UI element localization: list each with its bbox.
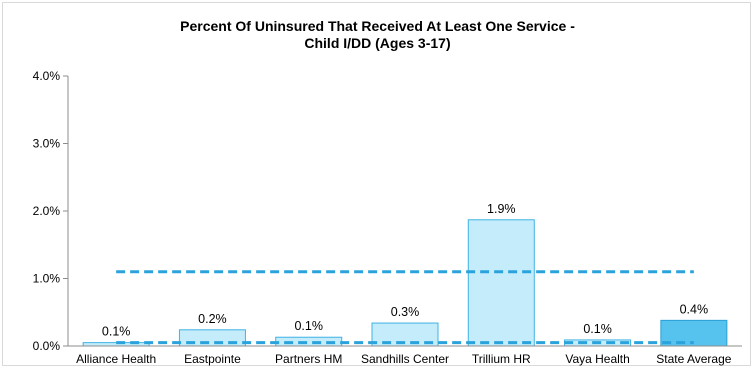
chart-title-line2: Child I/DD (Ages 3-17) bbox=[304, 35, 451, 51]
y-tick-label: 1.0% bbox=[33, 272, 61, 286]
y-tick-label: 2.0% bbox=[33, 204, 61, 218]
data-label: 0.3% bbox=[391, 305, 420, 319]
y-tick-label: 4.0% bbox=[33, 69, 61, 83]
bar bbox=[82, 342, 150, 347]
data-label: 1.9% bbox=[487, 202, 516, 216]
chart-title: Percent Of Uninsured That Received At Le… bbox=[0, 18, 755, 52]
x-tick-label: Partners HM bbox=[275, 352, 342, 366]
data-label: 0.4% bbox=[680, 302, 709, 316]
data-label: 0.2% bbox=[198, 312, 227, 326]
x-tick-label: Sandhills Center bbox=[361, 352, 449, 366]
y-tick-label: 3.0% bbox=[33, 137, 61, 151]
x-tick-label: State Average bbox=[656, 352, 731, 366]
x-tick-label: Vaya Health bbox=[565, 352, 629, 366]
data-label: 0.1% bbox=[583, 322, 612, 336]
x-tick-label: Eastpointe bbox=[184, 352, 241, 366]
x-tick-label: Trillium HR bbox=[472, 352, 531, 366]
data-label: 0.1% bbox=[102, 325, 131, 339]
y-tick-label: 0.0% bbox=[33, 339, 61, 353]
x-tick-label: Alliance Health bbox=[76, 352, 156, 366]
chart-title-line1: Percent Of Uninsured That Received At Le… bbox=[180, 18, 575, 34]
chart-frame bbox=[2, 2, 751, 366]
data-label: 0.1% bbox=[294, 319, 323, 333]
bar bbox=[467, 219, 535, 347]
